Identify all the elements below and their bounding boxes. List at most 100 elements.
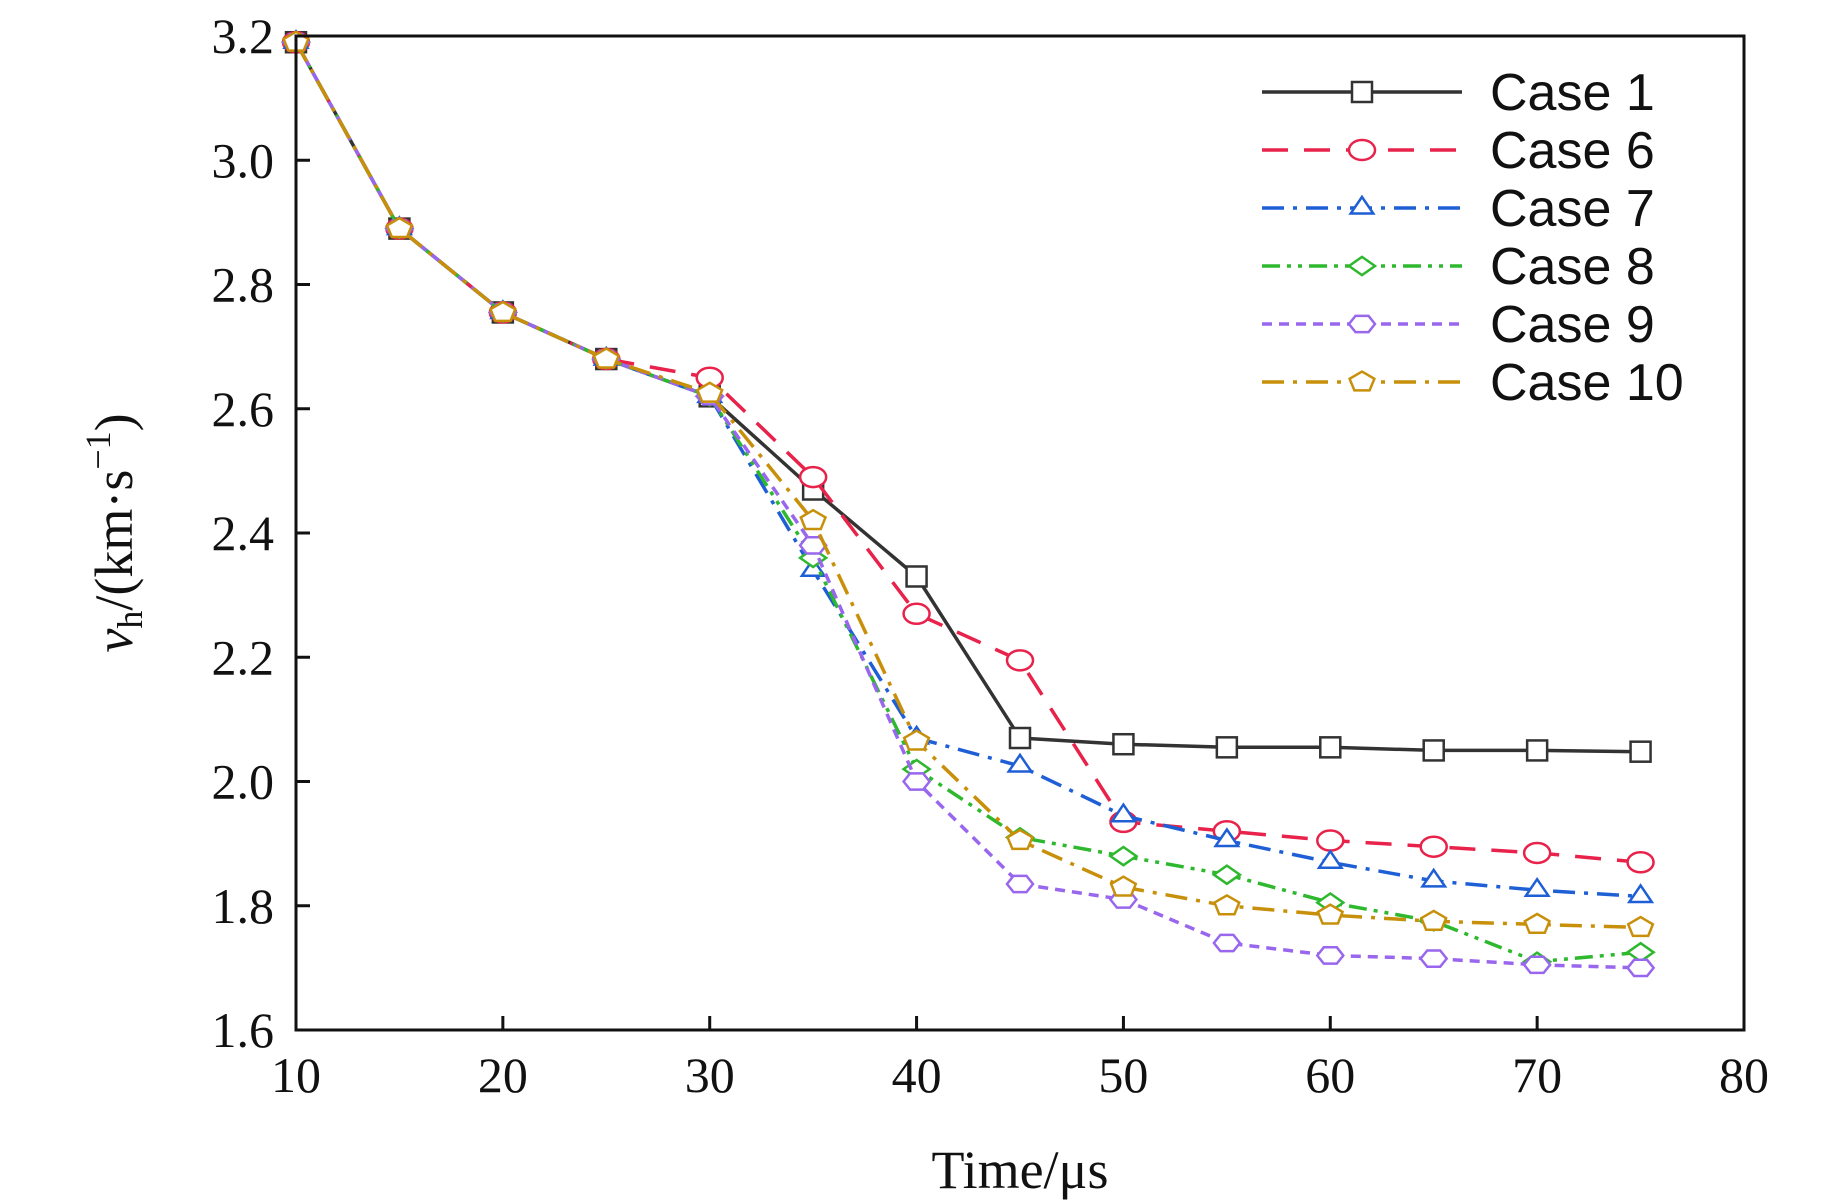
data-point xyxy=(1211,864,1243,886)
y-tick-label: 2.8 xyxy=(212,257,275,313)
x-tick-label: 50 xyxy=(1098,1047,1148,1103)
x-tick-label: 40 xyxy=(892,1047,942,1103)
data-point xyxy=(1212,893,1241,916)
x-tick-label: 20 xyxy=(478,1047,528,1103)
data-point xyxy=(798,465,828,489)
x-tick-label: 30 xyxy=(685,1047,735,1103)
data-point xyxy=(1315,946,1345,965)
legend-label: Case 1 xyxy=(1490,64,1655,122)
data-point xyxy=(1215,736,1239,759)
x-tick-label: 60 xyxy=(1305,1047,1355,1103)
y-tick-label: 3.0 xyxy=(212,132,275,188)
data-point xyxy=(1422,739,1445,762)
legend-label: Case 10 xyxy=(1490,354,1684,412)
data-point xyxy=(1522,955,1552,975)
data-point xyxy=(1006,752,1034,773)
legend-label: Case 7 xyxy=(1490,180,1655,238)
y-axis-title-var: v xyxy=(84,629,144,653)
y-tick-label: 2.6 xyxy=(212,381,275,437)
data-point xyxy=(1319,736,1342,759)
legend-label: Case 6 xyxy=(1490,122,1655,180)
data-point xyxy=(905,565,928,588)
legend-marker xyxy=(1350,80,1374,104)
data-point xyxy=(1523,912,1552,935)
data-point xyxy=(1626,915,1655,938)
data-point xyxy=(1005,649,1035,672)
legend-item: Case 7 xyxy=(1262,180,1655,238)
data-point xyxy=(488,300,517,323)
y-tick-label: 2.2 xyxy=(212,629,275,685)
data-point xyxy=(1525,739,1549,762)
x-axis-title: Time/μs xyxy=(931,1140,1108,1200)
legend-label: Case 8 xyxy=(1490,238,1655,296)
data-point xyxy=(1316,903,1345,925)
legend-item: Case 10 xyxy=(1262,354,1684,412)
data-point xyxy=(1213,827,1241,848)
data-point xyxy=(1108,845,1139,867)
data-point xyxy=(592,347,621,369)
legend-marker xyxy=(1348,370,1376,392)
legend-item: Case 9 xyxy=(1262,296,1655,354)
data-point xyxy=(1109,875,1138,897)
legend-item: Case 6 xyxy=(1262,122,1655,180)
data-point xyxy=(1419,835,1448,858)
data-point xyxy=(1522,841,1552,865)
series-case-10 xyxy=(282,30,1655,938)
x-axis-ticks: 10 20 30 40 50 60 70 80 xyxy=(271,1016,1769,1103)
series-case-9 xyxy=(281,32,1656,978)
series-case-8 xyxy=(280,31,1656,973)
y-axis-title-unit: /(km·s xyxy=(84,470,144,611)
y-axis-title: vh/(km·s−1) xyxy=(78,413,150,652)
data-point xyxy=(1625,958,1656,978)
plot-area xyxy=(280,28,1656,978)
data-point xyxy=(1212,933,1242,953)
data-point xyxy=(902,602,931,626)
y-tick-label: 2.4 xyxy=(212,505,275,561)
data-point xyxy=(1006,828,1034,851)
data-point xyxy=(1523,876,1551,897)
x-tick-label: 10 xyxy=(271,1047,321,1103)
series-line xyxy=(294,41,1641,865)
data-point xyxy=(1005,874,1035,894)
data-point xyxy=(902,729,931,751)
series-line xyxy=(294,41,1641,899)
legend-marker xyxy=(1348,194,1376,215)
y-axis-ticks: 1.6 1.8 2.0 2.2 2.4 2.6 2.8 3.0 3.2 xyxy=(212,8,310,1058)
data-point xyxy=(385,216,414,239)
data-point xyxy=(1419,909,1448,931)
series-line xyxy=(294,41,1641,930)
legend-item: Case 8 xyxy=(1262,238,1655,296)
data-point xyxy=(1316,829,1345,852)
data-point xyxy=(799,508,828,531)
data-point xyxy=(695,381,724,403)
y-axis-title-close: ) xyxy=(84,413,144,431)
data-point xyxy=(1626,851,1655,874)
series-line xyxy=(294,41,1641,970)
data-point xyxy=(1316,848,1344,870)
series-case-7 xyxy=(282,28,1655,904)
legend-marker xyxy=(1346,255,1378,277)
data-point xyxy=(1109,802,1138,823)
x-tick-label: 80 xyxy=(1719,1047,1769,1103)
x-tick-label: 70 xyxy=(1512,1047,1562,1103)
y-tick-label: 3.2 xyxy=(212,8,275,64)
y-tick-label: 1.6 xyxy=(212,1002,275,1058)
data-point xyxy=(1112,732,1135,756)
series-line xyxy=(294,41,1641,964)
data-point xyxy=(1626,883,1655,904)
data-point xyxy=(1629,740,1652,763)
y-tick-label: 2.0 xyxy=(212,754,275,810)
legend-label: Case 9 xyxy=(1490,296,1655,354)
data-point xyxy=(1420,867,1448,888)
legend-item: Case 1 xyxy=(1262,64,1655,122)
data-point xyxy=(901,772,932,791)
series-case-1 xyxy=(284,30,1652,763)
y-axis-title-sub: h xyxy=(110,611,150,629)
data-point xyxy=(1008,726,1032,750)
y-axis-title-sup: −1 xyxy=(78,431,118,469)
series-case-6 xyxy=(281,30,1655,874)
y-tick-label: 1.8 xyxy=(212,878,275,934)
legend-marker xyxy=(1347,314,1377,334)
